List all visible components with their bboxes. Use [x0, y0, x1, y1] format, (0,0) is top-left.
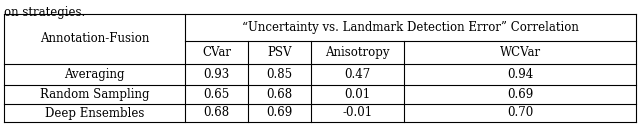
Text: 0.69: 0.69: [507, 88, 533, 101]
Text: 0.68: 0.68: [204, 106, 230, 119]
Text: 0.70: 0.70: [507, 106, 533, 119]
Text: Deep Ensembles: Deep Ensembles: [45, 106, 144, 119]
Text: 0.69: 0.69: [266, 106, 292, 119]
Text: 0.47: 0.47: [344, 68, 371, 81]
Text: Random Sampling: Random Sampling: [40, 88, 149, 101]
Text: 0.68: 0.68: [266, 88, 292, 101]
Text: Anisotropy: Anisotropy: [325, 46, 390, 59]
Text: CVar: CVar: [202, 46, 231, 59]
Text: 0.85: 0.85: [266, 68, 292, 81]
Text: 0.65: 0.65: [204, 88, 230, 101]
Text: 0.93: 0.93: [204, 68, 230, 81]
Text: WCVar: WCVar: [499, 46, 541, 59]
Text: on strategies.: on strategies.: [4, 6, 85, 19]
Text: Annotation-Fusion: Annotation-Fusion: [40, 33, 149, 45]
Text: Averaging: Averaging: [64, 68, 125, 81]
Text: 0.94: 0.94: [507, 68, 533, 81]
Text: PSV: PSV: [268, 46, 292, 59]
Text: 0.01: 0.01: [344, 88, 371, 101]
Text: -0.01: -0.01: [342, 106, 372, 119]
Text: “Uncertainty vs. Landmark Detection Error” Correlation: “Uncertainty vs. Landmark Detection Erro…: [242, 21, 579, 34]
